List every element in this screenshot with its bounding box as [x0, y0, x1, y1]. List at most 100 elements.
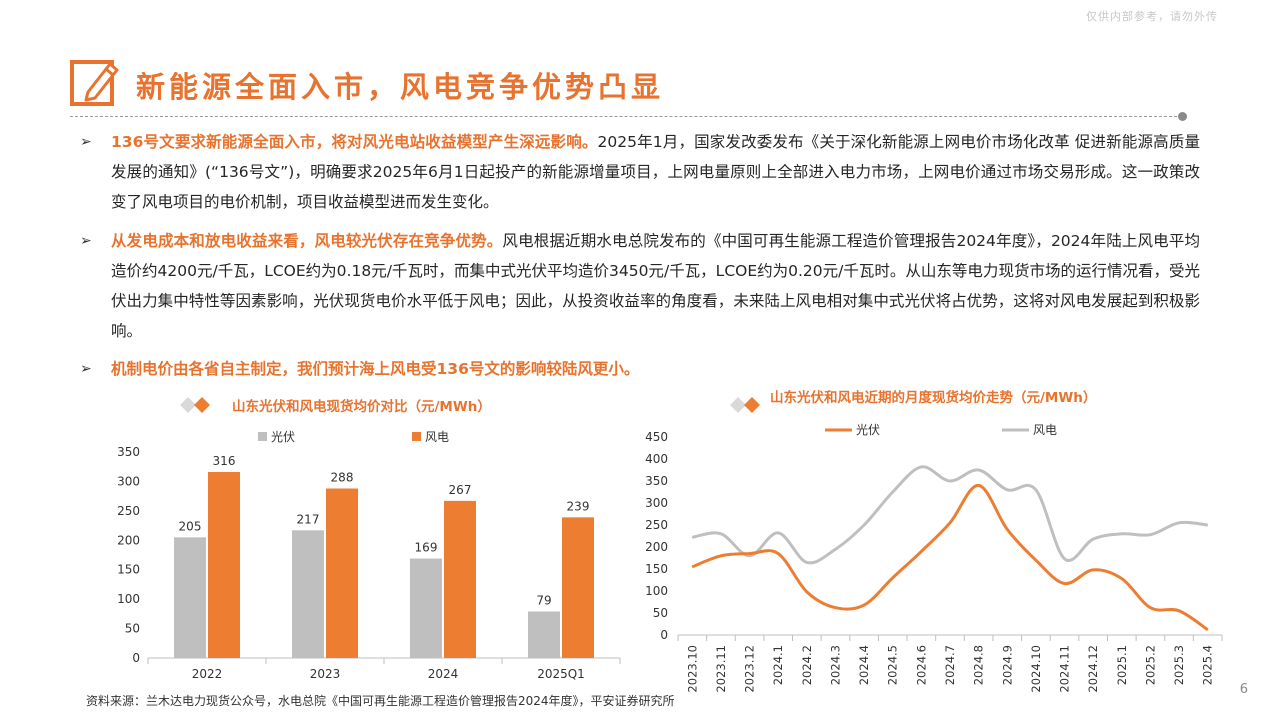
diamond-marker-icon [730, 397, 760, 413]
y-tick-label: 100 [117, 592, 140, 606]
bar-wind [444, 500, 476, 658]
y-tick-label: 150 [645, 562, 668, 576]
data-label: 239 [567, 499, 590, 513]
arrow-bullet-icon: ➢ [80, 233, 92, 249]
x-tick-label: 2024.11 [1058, 645, 1072, 693]
y-tick-label: 0 [132, 651, 140, 665]
page-title: 新能源全面入市，风电竞争优势凸显 [136, 70, 665, 104]
y-tick-label: 350 [645, 474, 668, 488]
watermark: 仅供内部参考，请勿外传 [1086, 10, 1218, 23]
x-tick-label: 2024.10 [1029, 645, 1043, 693]
data-point-pv [1121, 578, 1123, 580]
bar-pv [410, 558, 442, 658]
data-label: 267 [449, 483, 472, 497]
x-tick-label: 2023.11 [714, 645, 728, 693]
chart2-title: 山东光伏和风电近期的月度现货均价走势（元/MWh） [770, 390, 1097, 406]
x-tick-label: 2025.4 [1201, 645, 1215, 685]
bullet-2: ➢ 从发电成本和放电收益来看，风电较光伏存在竞争优势。风电根据近期水电总院发布的… [80, 226, 1200, 346]
x-tick-label: 2022 [192, 667, 223, 681]
data-point-wind [949, 480, 951, 482]
y-tick-label: 100 [645, 584, 668, 598]
bar-wind [562, 517, 594, 658]
arrow-bullet-icon: ➢ [80, 134, 92, 150]
page-number: 6 [1239, 682, 1248, 697]
data-point-pv [863, 604, 865, 606]
data-point-wind [1121, 533, 1123, 535]
x-tick-label: 2025.2 [1143, 645, 1157, 685]
data-point-pv [806, 591, 808, 593]
y-tick-label: 400 [645, 452, 668, 466]
data-label: 205 [179, 519, 202, 533]
y-tick-label: 0 [660, 628, 668, 642]
data-point-pv [1207, 629, 1209, 631]
bar-pv [528, 611, 560, 658]
data-label: 288 [331, 470, 354, 484]
line-chart: 光伏 风电 0 50 100 150 200 250 300 350 400 450 2023.10… [645, 423, 1223, 693]
y-tick-label: 50 [653, 606, 668, 620]
legend-pv: 光伏 [856, 423, 880, 437]
series-line-pv [691, 483, 1209, 631]
data-point-pv [834, 607, 836, 609]
x-tick-label: 2024.12 [1086, 645, 1100, 693]
data-point-wind [749, 555, 751, 557]
bar-pv [292, 530, 324, 658]
x-tick-label: 2023.12 [743, 645, 757, 693]
data-point-pv [691, 566, 693, 568]
x-tick-label: 2024.5 [886, 645, 900, 685]
x-tick-label: 2025Q1 [537, 667, 585, 681]
data-label: 316 [213, 454, 236, 468]
x-tick-label: 2024.6 [914, 645, 928, 685]
x-tick-label: 2024.2 [800, 645, 814, 685]
data-label: 169 [415, 541, 438, 555]
data-point-pv [749, 553, 751, 555]
y-tick-label: 300 [645, 496, 668, 510]
data-point-pv [978, 484, 980, 486]
y-tick-label: 250 [117, 504, 140, 518]
y-tick-label: 50 [125, 622, 140, 636]
chart1-title: 山东光伏和风电现货均价对比（元/MWh） [232, 399, 491, 415]
x-tick-label: 2024.1 [771, 645, 785, 685]
x-tick-label: 2024.3 [828, 645, 842, 685]
legend-pv: 光伏 [271, 430, 295, 444]
data-point-wind [834, 548, 836, 550]
y-tick-label: 250 [645, 518, 668, 532]
y-tick-label: 150 [117, 563, 140, 577]
data-point-pv [1178, 610, 1180, 612]
data-point-wind [863, 524, 865, 526]
x-tick-label: 2024.7 [943, 645, 957, 685]
data-point-wind [1149, 534, 1151, 536]
y-tick-label: 200 [117, 533, 140, 547]
data-point-wind [691, 536, 693, 538]
data-point-pv [1149, 607, 1151, 609]
bullet-2-highlight: 从发电成本和放电收益来看，风电较光伏存在竞争优势。 [111, 232, 503, 250]
data-point-pv [1092, 569, 1094, 571]
bar-pv [174, 537, 206, 658]
bullet-1-text: 2025年1月，国家发改委发布《关于深化新能源上网电价市场化改革 促进新能源高质… [111, 133, 1200, 211]
bullet-1-highlight: 136号文要求新能源全面入市，将对风光电站收益模型产生深远影响。 [111, 133, 598, 151]
data-point-wind [1092, 538, 1094, 540]
data-point-wind [892, 491, 894, 493]
y-tick-label: 300 [117, 474, 140, 488]
x-tick-label: 2025.1 [1115, 645, 1129, 685]
data-point-pv [777, 553, 779, 555]
data-point-pv [1006, 528, 1008, 530]
data-point-wind [1207, 524, 1209, 526]
data-label: 217 [297, 512, 320, 526]
data-point-pv [920, 550, 922, 552]
data-point-wind [1035, 489, 1037, 491]
data-point-pv [1064, 583, 1066, 585]
data-point-pv [949, 522, 951, 524]
bar-wind [326, 488, 358, 658]
data-point-wind [777, 532, 779, 534]
bullet-1: ➢ 136号文要求新能源全面入市，将对风光电站收益模型产生深远影响。2025年1… [80, 127, 1200, 217]
divider-dot [1178, 112, 1187, 121]
y-tick-label: 200 [645, 540, 668, 554]
x-tick-label: 2023.10 [685, 645, 699, 693]
diamond-marker-icon [180, 397, 210, 413]
pencil-note-icon [70, 60, 119, 106]
data-point-wind [1006, 489, 1008, 491]
title-divider [70, 116, 1182, 117]
data-point-wind [978, 469, 980, 471]
bullet-3: ➢ 机制电价由各省自主制定，我们预计海上风电受136号文的影响较陆风更小。 [80, 354, 1200, 384]
data-point-wind [1178, 522, 1180, 524]
